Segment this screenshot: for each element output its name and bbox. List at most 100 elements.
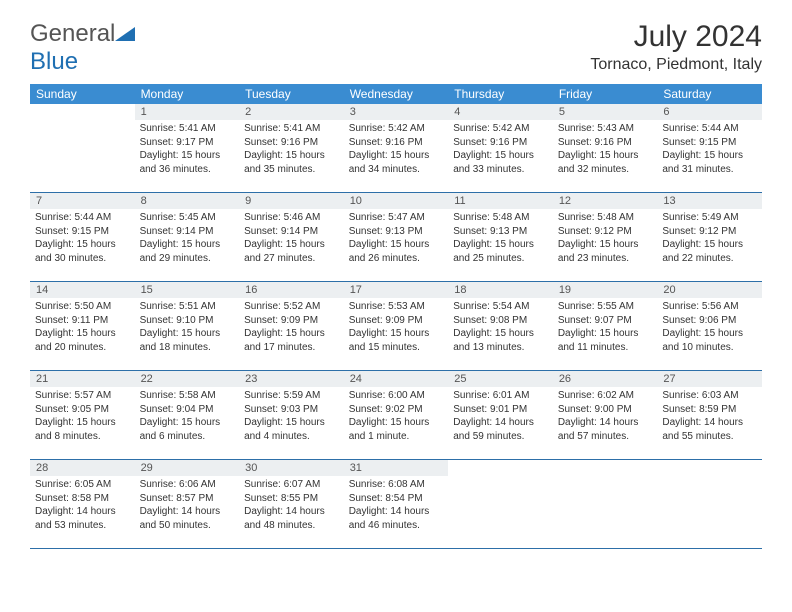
day-details: Sunrise: 5:41 AMSunset: 9:16 PMDaylight:… xyxy=(239,120,344,180)
sunrise-line: Sunrise: 6:05 AM xyxy=(35,478,130,492)
day-number: 3 xyxy=(344,104,449,120)
day-cell: 1Sunrise: 5:41 AMSunset: 9:17 PMDaylight… xyxy=(135,104,240,193)
daylight-line: Daylight: 15 hours and 35 minutes. xyxy=(244,149,339,176)
day-cell: .. xyxy=(657,460,762,549)
sunset-line: Sunset: 9:05 PM xyxy=(35,403,130,417)
day-number: 13 xyxy=(657,193,762,209)
daylight-line: Daylight: 15 hours and 27 minutes. xyxy=(244,238,339,265)
day-details: Sunrise: 6:01 AMSunset: 9:01 PMDaylight:… xyxy=(448,387,553,447)
day-details: Sunrise: 5:44 AMSunset: 9:15 PMDaylight:… xyxy=(657,120,762,180)
day-number: 21 xyxy=(30,371,135,387)
daylight-line: Daylight: 15 hours and 22 minutes. xyxy=(662,238,757,265)
calendar-table: Sunday Monday Tuesday Wednesday Thursday… xyxy=(30,84,762,549)
day-cell: 8Sunrise: 5:45 AMSunset: 9:14 PMDaylight… xyxy=(135,193,240,282)
daylight-line: Daylight: 15 hours and 4 minutes. xyxy=(244,416,339,443)
sunrise-line: Sunrise: 5:45 AM xyxy=(140,211,235,225)
day-cell: 30Sunrise: 6:07 AMSunset: 8:55 PMDayligh… xyxy=(239,460,344,549)
day-number: 11 xyxy=(448,193,553,209)
day-cell: 25Sunrise: 6:01 AMSunset: 9:01 PMDayligh… xyxy=(448,371,553,460)
dow-wednesday: Wednesday xyxy=(344,84,449,104)
sunrise-line: Sunrise: 6:01 AM xyxy=(453,389,548,403)
day-number: 19 xyxy=(553,282,658,298)
day-cell: 24Sunrise: 6:00 AMSunset: 9:02 PMDayligh… xyxy=(344,371,449,460)
sunrise-line: Sunrise: 5:42 AM xyxy=(349,122,444,136)
day-number: 22 xyxy=(135,371,240,387)
sunrise-line: Sunrise: 5:44 AM xyxy=(662,122,757,136)
sunset-line: Sunset: 9:10 PM xyxy=(140,314,235,328)
day-number: 24 xyxy=(344,371,449,387)
day-details: Sunrise: 5:48 AMSunset: 9:13 PMDaylight:… xyxy=(448,209,553,269)
day-cell: 4Sunrise: 5:42 AMSunset: 9:16 PMDaylight… xyxy=(448,104,553,193)
location: Tornaco, Piedmont, Italy xyxy=(590,56,762,74)
day-cell: 5Sunrise: 5:43 AMSunset: 9:16 PMDaylight… xyxy=(553,104,658,193)
day-cell: 29Sunrise: 6:06 AMSunset: 8:57 PMDayligh… xyxy=(135,460,240,549)
day-cell: 22Sunrise: 5:58 AMSunset: 9:04 PMDayligh… xyxy=(135,371,240,460)
day-details: Sunrise: 6:02 AMSunset: 9:00 PMDaylight:… xyxy=(553,387,658,447)
day-cell: 18Sunrise: 5:54 AMSunset: 9:08 PMDayligh… xyxy=(448,282,553,371)
sunrise-line: Sunrise: 6:02 AM xyxy=(558,389,653,403)
day-cell: 21 Sunrise: 5:57 AMSunset: 9:05 PMDayligh… xyxy=(30,371,135,460)
sunrise-line: Sunrise: 6:06 AM xyxy=(140,478,235,492)
sunset-line: Sunset: 8:55 PM xyxy=(244,492,339,506)
daylight-line: Daylight: 14 hours and 59 minutes. xyxy=(453,416,548,443)
sunset-line: Sunset: 9:02 PM xyxy=(349,403,444,417)
daylight-line: Daylight: 14 hours and 50 minutes. xyxy=(140,505,235,532)
sunrise-line: Sunrise: 5:50 AM xyxy=(35,300,130,314)
day-details: Sunrise: 5:41 AMSunset: 9:17 PMDaylight:… xyxy=(135,120,240,180)
day-cell: .. xyxy=(448,460,553,549)
sunset-line: Sunset: 9:03 PM xyxy=(244,403,339,417)
sunrise-line: Sunrise: 5:48 AM xyxy=(558,211,653,225)
daylight-line: Daylight: 15 hours and 10 minutes. xyxy=(662,327,757,354)
logo-word-b: Blue xyxy=(30,48,78,75)
day-number: 8 xyxy=(135,193,240,209)
logo: General Blue xyxy=(30,20,135,76)
day-cell: 31Sunrise: 6:08 AMSunset: 8:54 PMDayligh… xyxy=(344,460,449,549)
daylight-line: Daylight: 14 hours and 57 minutes. xyxy=(558,416,653,443)
day-number: 31 xyxy=(344,460,449,476)
sunset-line: Sunset: 9:15 PM xyxy=(662,136,757,150)
daylight-line: Daylight: 15 hours and 23 minutes. xyxy=(558,238,653,265)
day-number: 23 xyxy=(239,371,344,387)
day-cell: 9Sunrise: 5:46 AMSunset: 9:14 PMDaylight… xyxy=(239,193,344,282)
day-details: Sunrise: 5:47 AMSunset: 9:13 PMDaylight:… xyxy=(344,209,449,269)
day-number: 5 xyxy=(553,104,658,120)
day-details: Sunrise: 5:53 AMSunset: 9:09 PMDaylight:… xyxy=(344,298,449,358)
day-details: Sunrise: 6:07 AMSunset: 8:55 PMDaylight:… xyxy=(239,476,344,536)
dow-friday: Friday xyxy=(553,84,658,104)
day-cell: 28Sunrise: 6:05 AMSunset: 8:58 PMDayligh… xyxy=(30,460,135,549)
sunset-line: Sunset: 9:16 PM xyxy=(453,136,548,150)
sunset-line: Sunset: 9:08 PM xyxy=(453,314,548,328)
calendar-body: .. 1Sunrise: 5:41 AMSunset: 9:17 PMDaylig… xyxy=(30,104,762,549)
sunset-line: Sunset: 9:14 PM xyxy=(140,225,235,239)
sunrise-line: Sunrise: 5:57 AM xyxy=(35,389,130,403)
dow-thursday: Thursday xyxy=(448,84,553,104)
day-details: Sunrise: 5:42 AMSunset: 9:16 PMDaylight:… xyxy=(448,120,553,180)
daylight-line: Daylight: 15 hours and 32 minutes. xyxy=(558,149,653,176)
sunset-line: Sunset: 9:15 PM xyxy=(35,225,130,239)
day-details: Sunrise: 6:08 AMSunset: 8:54 PMDaylight:… xyxy=(344,476,449,536)
day-details: Sunrise: 5:52 AMSunset: 9:09 PMDaylight:… xyxy=(239,298,344,358)
day-number: 17 xyxy=(344,282,449,298)
sunrise-line: Sunrise: 5:55 AM xyxy=(558,300,653,314)
sunset-line: Sunset: 9:17 PM xyxy=(140,136,235,150)
logo-text: General Blue xyxy=(30,20,135,76)
sunset-line: Sunset: 8:59 PM xyxy=(662,403,757,417)
sunrise-line: Sunrise: 5:41 AM xyxy=(140,122,235,136)
day-cell: 11Sunrise: 5:48 AMSunset: 9:13 PMDayligh… xyxy=(448,193,553,282)
day-cell: .. xyxy=(553,460,658,549)
sunset-line: Sunset: 8:54 PM xyxy=(349,492,444,506)
day-details: Sunrise: 5:48 AMSunset: 9:12 PMDaylight:… xyxy=(553,209,658,269)
week-row: 14Sunrise: 5:50 AMSunset: 9:11 PMDayligh… xyxy=(30,282,762,371)
sunset-line: Sunset: 9:16 PM xyxy=(349,136,444,150)
title-block: July 2024 Tornaco, Piedmont, Italy xyxy=(590,20,762,74)
sunset-line: Sunset: 9:01 PM xyxy=(453,403,548,417)
day-cell: 16Sunrise: 5:52 AMSunset: 9:09 PMDayligh… xyxy=(239,282,344,371)
logo-triangle-icon xyxy=(115,25,135,41)
daylight-line: Daylight: 15 hours and 8 minutes. xyxy=(35,416,130,443)
sunrise-line: Sunrise: 5:53 AM xyxy=(349,300,444,314)
sunset-line: Sunset: 9:13 PM xyxy=(453,225,548,239)
week-row: ..1Sunrise: 5:41 AMSunset: 9:17 PMDaylig… xyxy=(30,104,762,193)
sunrise-line: Sunrise: 6:00 AM xyxy=(349,389,444,403)
daylight-line: Daylight: 14 hours and 53 minutes. xyxy=(35,505,130,532)
day-number: 2 xyxy=(239,104,344,120)
